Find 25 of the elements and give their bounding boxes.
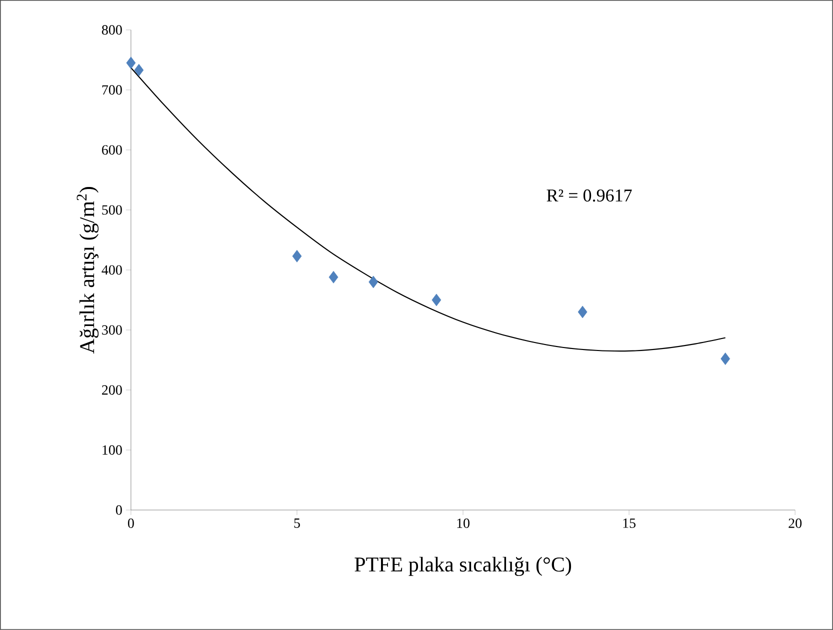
y-tick-label: 700 — [102, 85, 122, 95]
y-tick-label: 200 — [102, 385, 122, 395]
y-tick-label: 600 — [102, 145, 122, 155]
y-tick-label: 100 — [102, 445, 122, 455]
point — [720, 352, 730, 366]
y-tick-label: 400 — [102, 265, 122, 275]
x-tick-label: 20 — [788, 518, 802, 528]
y-tick-label: 300 — [102, 325, 122, 335]
point — [134, 64, 144, 76]
x-tick-label: 15 — [623, 518, 636, 528]
y-tick-label: 800 — [102, 25, 122, 35]
point — [126, 56, 136, 70]
y-tick-label: 0 — [116, 505, 122, 515]
point — [578, 306, 588, 318]
point — [292, 250, 302, 262]
x-tick-label: 5 — [294, 518, 300, 528]
y-axis-title: Ağırlık artışı (g/m$^{2}$) — [76, 187, 99, 354]
point — [432, 294, 442, 306]
x-tick-label: 0 — [128, 518, 134, 528]
annotation: R² = 0.9617 — [546, 189, 632, 202]
x-tick-label: 10 — [457, 518, 470, 528]
point — [328, 270, 338, 284]
point — [368, 276, 378, 288]
x-axis-title: PTFE plaka sıcaklığı (°C) — [354, 556, 572, 576]
y-tick-label: 500 — [102, 205, 122, 215]
